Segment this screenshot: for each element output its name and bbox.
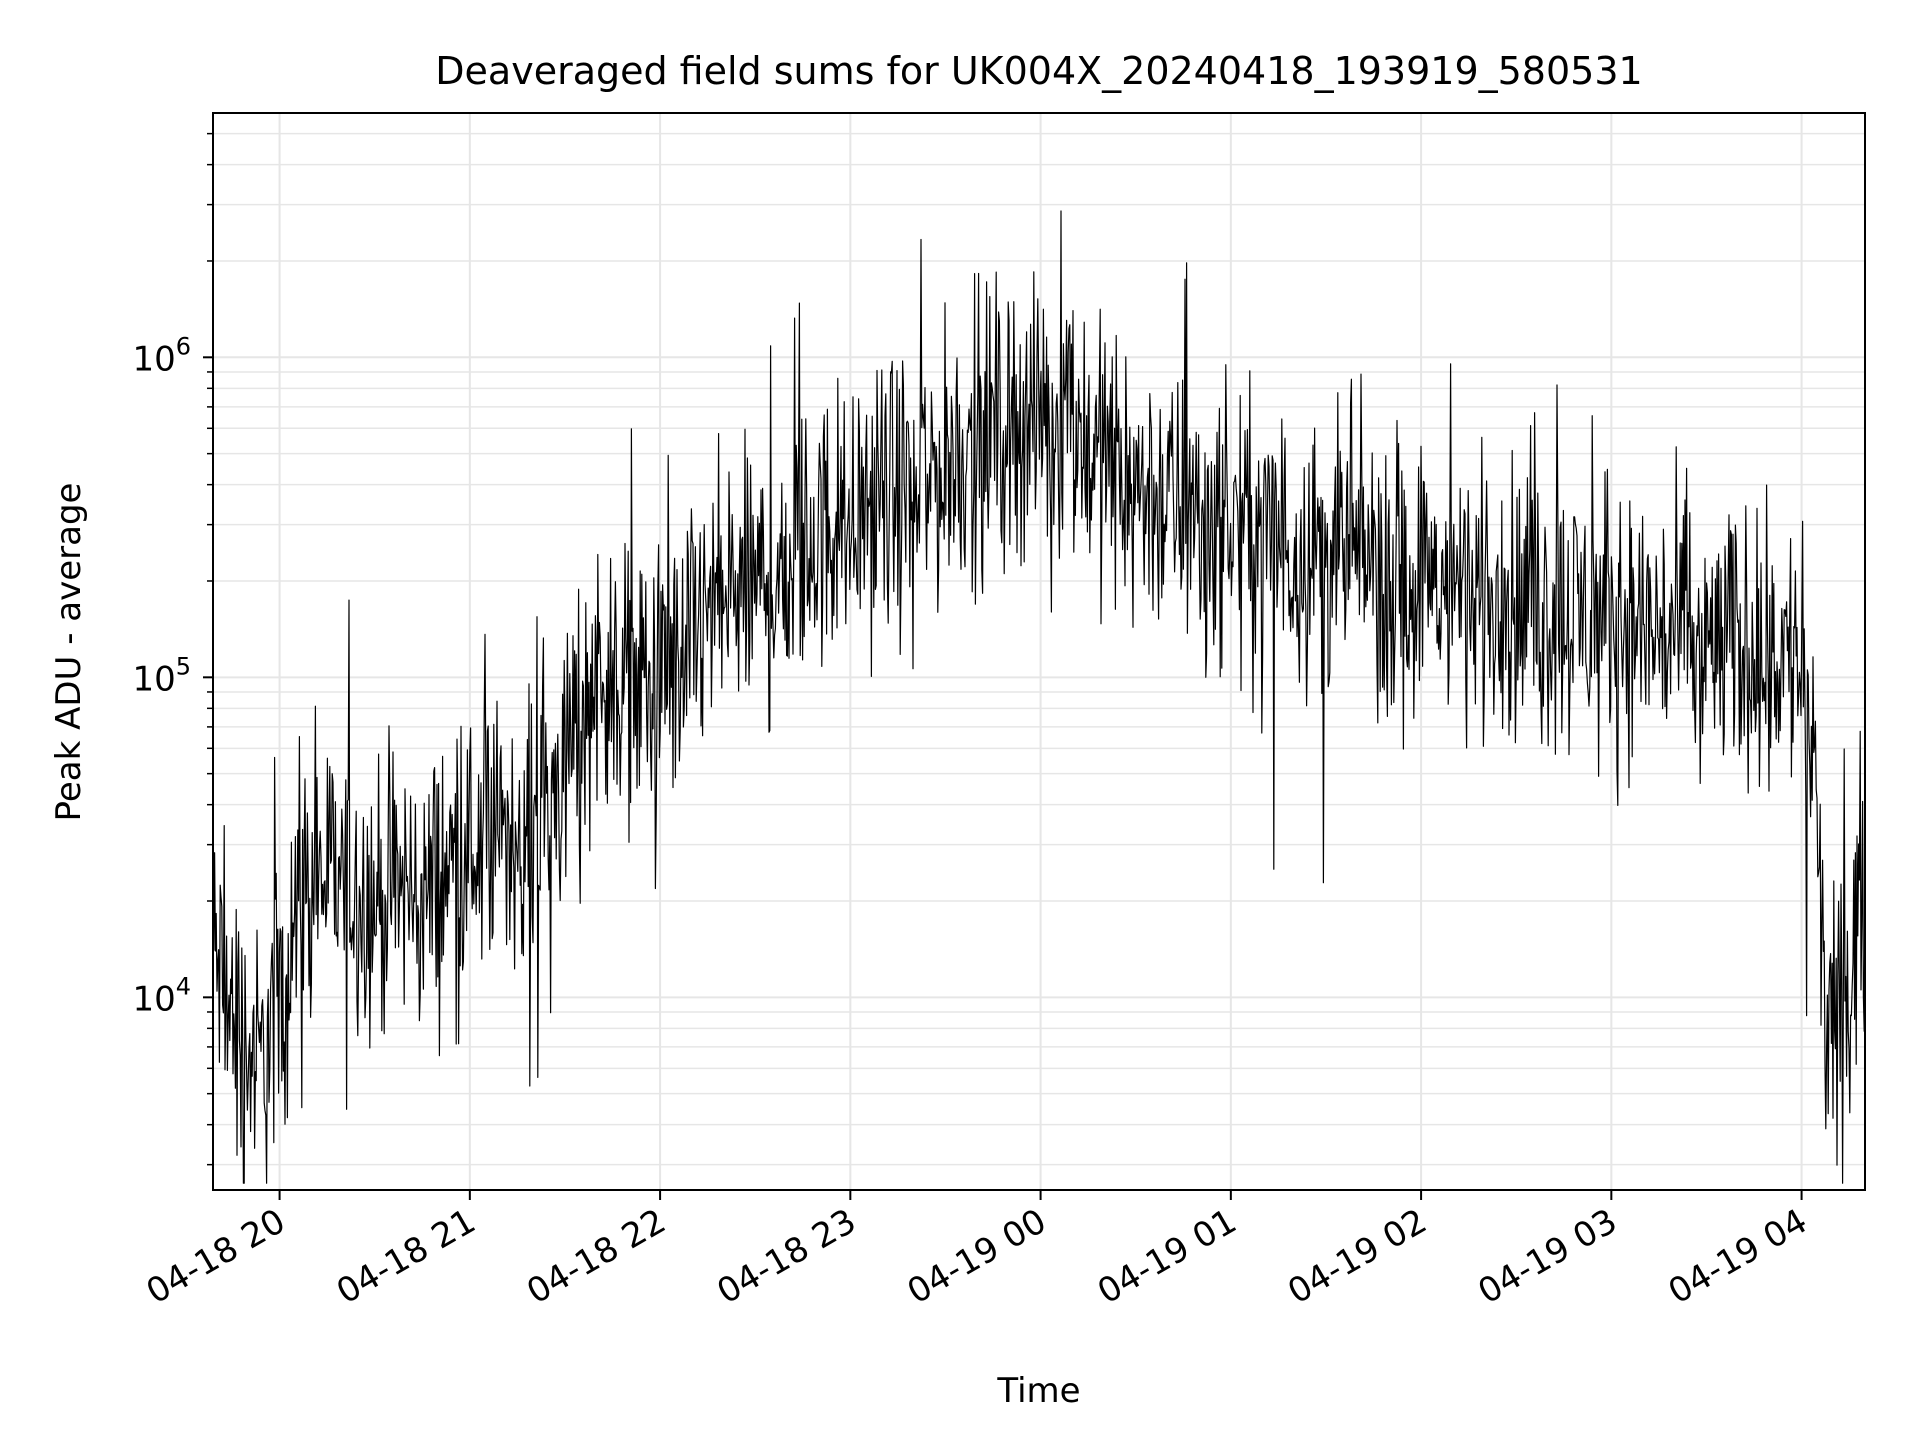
series-line bbox=[212, 210, 1866, 1184]
plot-frame bbox=[212, 112, 1866, 1191]
y-tick-label: 105 bbox=[132, 652, 191, 699]
x-axis-label: Time bbox=[996, 1371, 1080, 1411]
series-layer bbox=[212, 210, 1866, 1184]
y-tick-label: 104 bbox=[132, 972, 191, 1019]
y-tick-label: 106 bbox=[132, 332, 191, 379]
y-axis: 104 105 106 bbox=[132, 132, 213, 1166]
y-axis-label: Peak ADU - average bbox=[49, 483, 89, 822]
chart-title: Deaveraged field sums for UK004X_2024041… bbox=[435, 49, 1642, 93]
